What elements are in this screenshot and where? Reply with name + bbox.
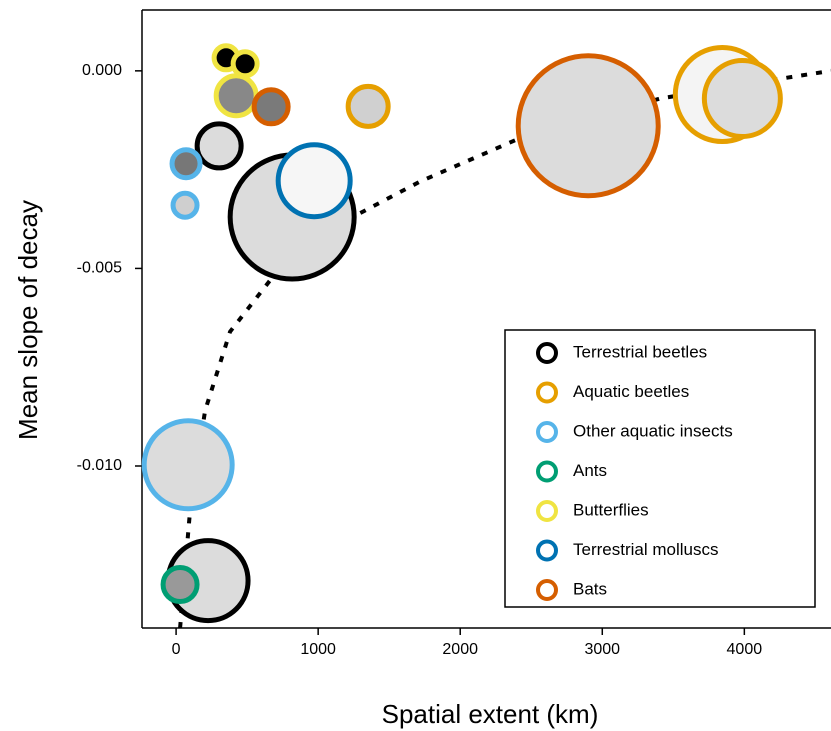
bubble	[172, 150, 200, 178]
bubble	[173, 193, 197, 217]
legend-label: Bats	[573, 579, 607, 598]
y-axis-label: Mean slope of decay	[13, 200, 43, 440]
bubble	[233, 52, 257, 76]
legend-label: Terrestrial beetles	[573, 342, 707, 361]
x-axis-label: Spatial extent (km)	[382, 699, 599, 729]
bubble	[254, 90, 288, 124]
legend-label: Terrestrial molluscs	[573, 540, 718, 559]
legend-marker	[538, 542, 556, 560]
chart: Spatial extent (km) Mean slope of decay …	[0, 0, 831, 731]
legend-marker	[538, 581, 556, 599]
bubble	[216, 76, 256, 116]
bubble	[704, 61, 780, 137]
x-tick-label: 4000	[727, 641, 763, 658]
legend-label: Butterflies	[573, 500, 649, 519]
legend-label: Other aquatic insects	[573, 421, 733, 440]
x-tick-label: 3000	[584, 641, 620, 658]
legend-marker	[538, 502, 556, 520]
bubble	[348, 86, 388, 126]
y-tick-label: -0.010	[77, 457, 122, 474]
legend-marker	[538, 423, 556, 441]
x-tick-label: 2000	[442, 641, 478, 658]
legend-marker	[538, 384, 556, 402]
bubble	[144, 421, 232, 509]
legend-label: Aquatic beetles	[573, 382, 689, 401]
bubble	[518, 56, 658, 196]
x-tick-label: 0	[172, 641, 181, 658]
y-tick-label: -0.005	[77, 260, 122, 277]
y-tick-label: 0.000	[82, 62, 122, 79]
bubble	[278, 145, 350, 217]
bubble	[163, 568, 197, 602]
x-tick-label: 1000	[300, 641, 336, 658]
legend-label: Ants	[573, 461, 607, 480]
legend-marker	[538, 344, 556, 362]
legend-marker	[538, 463, 556, 481]
bubble	[197, 124, 241, 168]
